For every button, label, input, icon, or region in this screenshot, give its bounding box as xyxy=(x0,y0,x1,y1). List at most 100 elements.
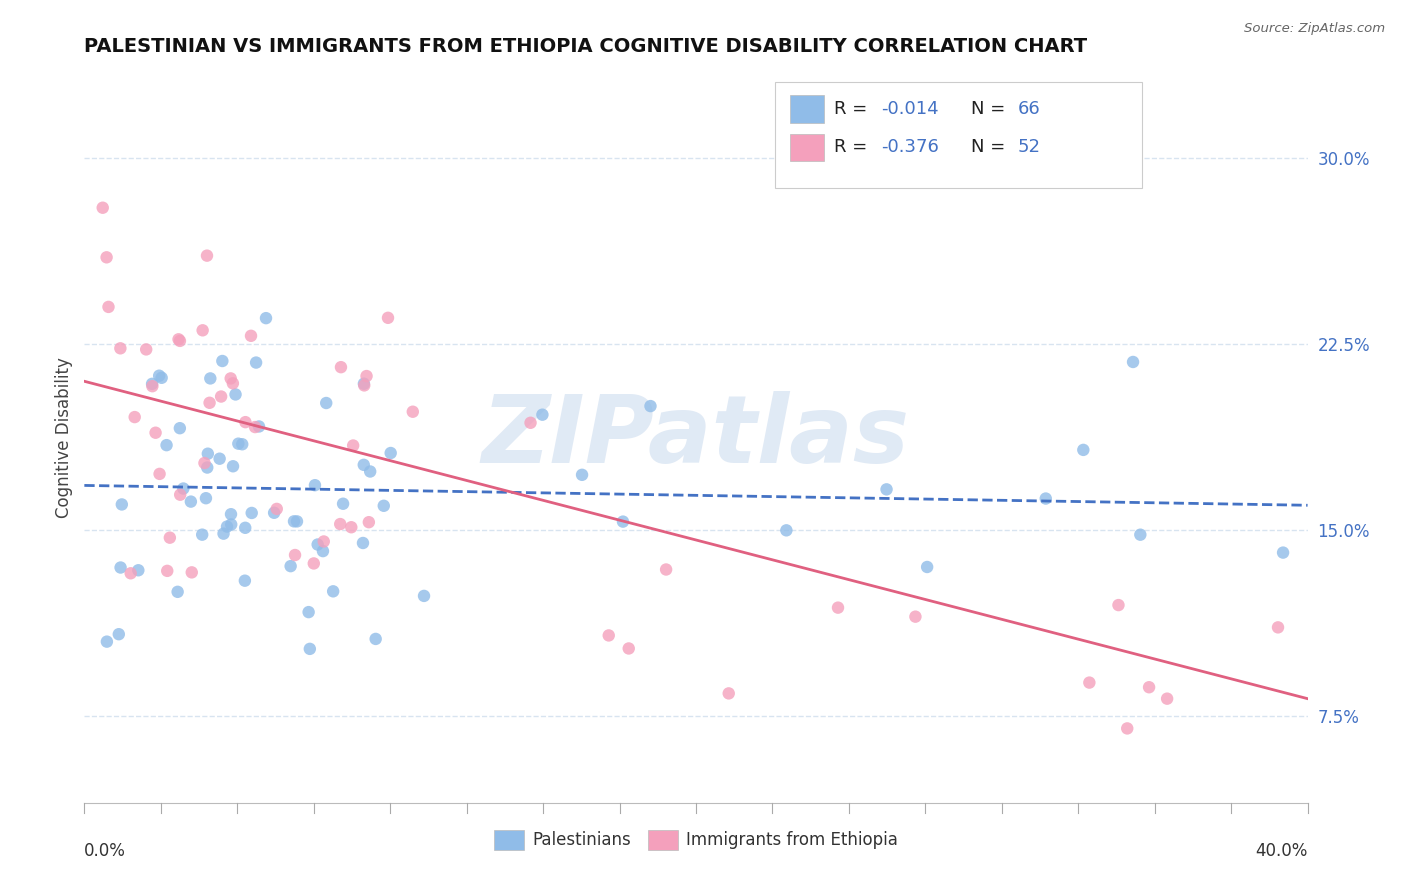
Point xyxy=(357,515,380,529)
Point xyxy=(148,368,170,383)
Point xyxy=(231,437,253,451)
Point xyxy=(166,584,188,599)
Point xyxy=(266,502,288,516)
Point xyxy=(1078,675,1101,690)
Point xyxy=(155,438,177,452)
Point xyxy=(219,507,242,521)
Point xyxy=(195,249,218,263)
Point xyxy=(167,332,190,346)
Point xyxy=(827,600,849,615)
Point xyxy=(219,517,242,532)
Point xyxy=(180,566,202,580)
Point xyxy=(322,584,344,599)
Point xyxy=(233,574,256,588)
Point xyxy=(245,355,267,369)
Point xyxy=(364,632,387,646)
Point xyxy=(172,482,194,496)
Point xyxy=(111,498,134,512)
Point xyxy=(612,515,634,529)
Point xyxy=(598,628,620,642)
Point xyxy=(148,467,170,481)
FancyBboxPatch shape xyxy=(776,82,1143,188)
Point xyxy=(222,459,245,474)
Text: N =: N = xyxy=(972,100,1011,118)
Point xyxy=(127,563,149,577)
Point xyxy=(91,201,114,215)
Point xyxy=(197,447,219,461)
Point xyxy=(571,467,593,482)
Point xyxy=(904,609,927,624)
Point xyxy=(307,537,329,551)
Point xyxy=(304,478,326,492)
Text: R =: R = xyxy=(834,100,873,118)
Point xyxy=(235,415,257,429)
Point xyxy=(280,559,302,574)
Point xyxy=(145,425,167,440)
Point xyxy=(283,514,305,528)
Point xyxy=(240,328,263,343)
Point xyxy=(329,517,352,532)
Point xyxy=(169,334,191,348)
Point xyxy=(124,410,146,425)
Point xyxy=(640,399,662,413)
Point xyxy=(233,521,256,535)
Point xyxy=(208,451,231,466)
Point xyxy=(531,408,554,422)
Point xyxy=(225,387,247,401)
Text: -0.014: -0.014 xyxy=(880,100,938,118)
Point xyxy=(198,396,221,410)
Text: R =: R = xyxy=(834,138,873,156)
Text: Source: ZipAtlas.com: Source: ZipAtlas.com xyxy=(1244,22,1385,36)
FancyBboxPatch shape xyxy=(790,95,824,122)
Point xyxy=(135,343,157,357)
Point xyxy=(1035,491,1057,506)
FancyBboxPatch shape xyxy=(790,134,824,161)
Point xyxy=(284,548,307,562)
Text: N =: N = xyxy=(972,138,1011,156)
Text: 66: 66 xyxy=(1018,100,1040,118)
Point xyxy=(915,560,938,574)
Point xyxy=(110,341,132,355)
Point xyxy=(717,686,740,700)
Point xyxy=(150,371,173,385)
Point xyxy=(263,506,285,520)
Point xyxy=(194,491,217,506)
Point xyxy=(159,531,181,545)
Point xyxy=(219,371,242,385)
Point xyxy=(353,378,375,392)
Point xyxy=(402,405,425,419)
Point xyxy=(1116,722,1139,736)
Point xyxy=(312,544,335,558)
Point xyxy=(191,527,214,541)
Point xyxy=(655,562,678,576)
Point xyxy=(110,560,132,574)
Point xyxy=(1137,680,1160,694)
Point xyxy=(200,371,222,385)
Y-axis label: Cognitive Disability: Cognitive Disability xyxy=(55,357,73,517)
Legend: Palestinians, Immigrants from Ethiopia: Palestinians, Immigrants from Ethiopia xyxy=(488,823,904,856)
Point xyxy=(222,376,245,391)
Point xyxy=(373,499,395,513)
Point xyxy=(215,519,238,533)
Point xyxy=(209,390,232,404)
Point xyxy=(191,323,214,337)
Point xyxy=(247,419,270,434)
Point xyxy=(1267,620,1289,634)
Point xyxy=(352,536,374,550)
Point xyxy=(120,566,142,581)
Point xyxy=(617,641,640,656)
Point xyxy=(254,311,277,326)
Point xyxy=(353,458,375,472)
Point xyxy=(1122,355,1144,369)
Text: PALESTINIAN VS IMMIGRANTS FROM ETHIOPIA COGNITIVE DISABILITY CORRELATION CHART: PALESTINIAN VS IMMIGRANTS FROM ETHIOPIA … xyxy=(84,37,1087,56)
Point xyxy=(97,300,120,314)
Text: -0.376: -0.376 xyxy=(880,138,939,156)
Point xyxy=(340,520,363,534)
Point xyxy=(312,534,335,549)
Point xyxy=(342,438,364,452)
Point xyxy=(96,250,118,264)
Point xyxy=(332,497,354,511)
Point xyxy=(359,465,381,479)
Text: 0.0%: 0.0% xyxy=(84,842,127,861)
Point xyxy=(211,354,233,368)
